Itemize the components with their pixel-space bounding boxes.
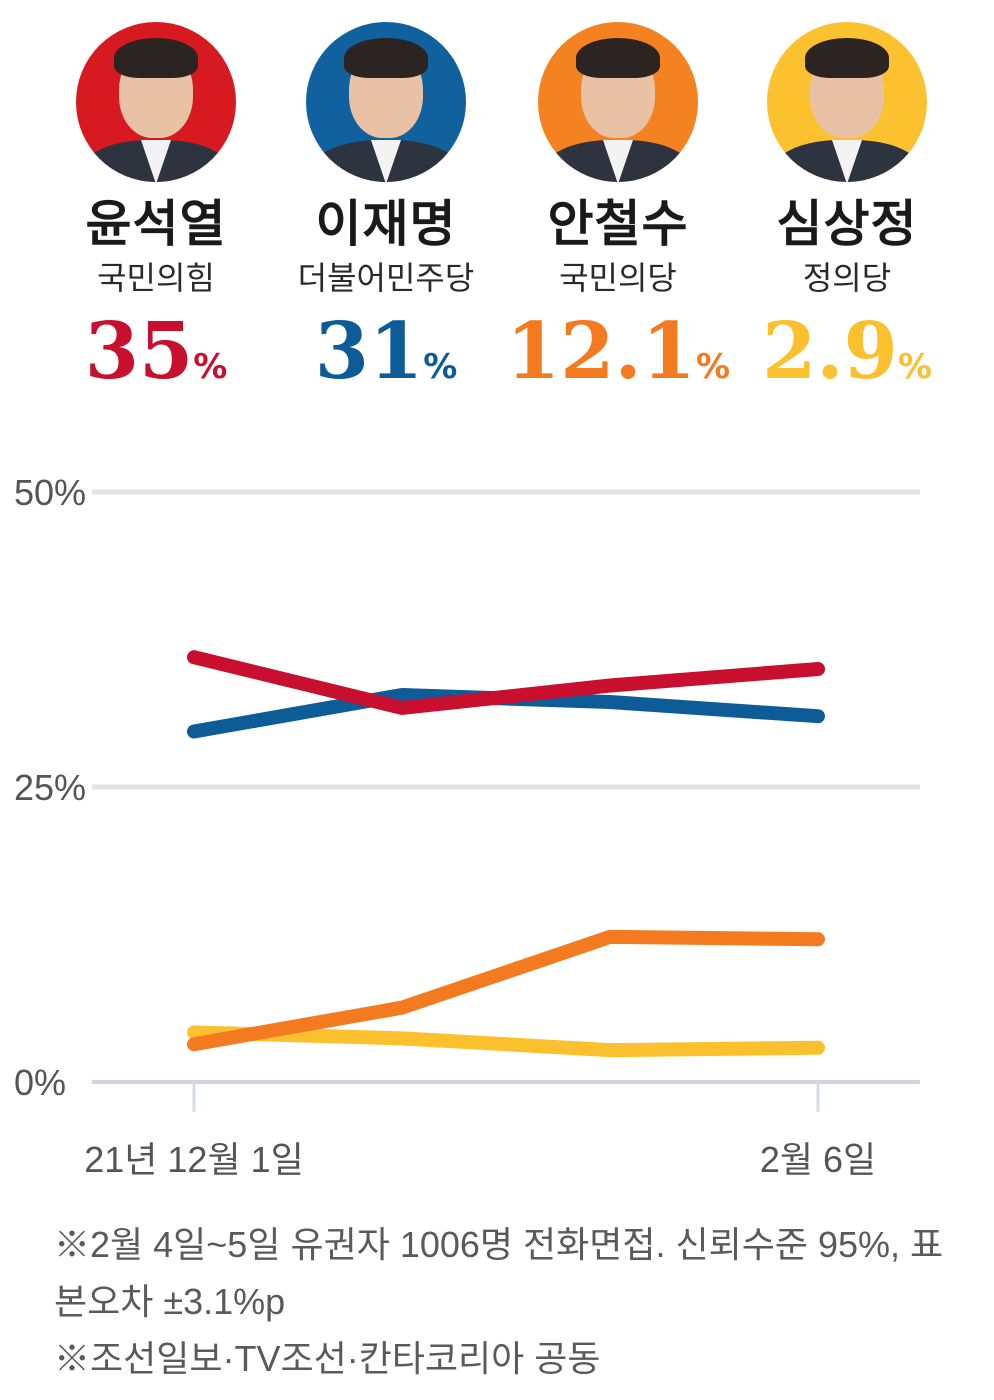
y-tick-label: 25% [14, 767, 86, 808]
candidate-party: 국민의당 [559, 259, 677, 297]
candidate-percentage: 2.9% [732, 312, 962, 413]
candidate-2: 이재명 더불어민주당 31% [271, 22, 501, 413]
candidate-percentage: 31% [271, 312, 501, 413]
candidate-percentage: 12.1% [503, 312, 733, 413]
line-chart: 0% 25% 50% 21년 12월 1일 2월 6일 [14, 472, 920, 1180]
series-line [187, 929, 825, 1052]
percentage-unit: % [423, 347, 458, 387]
percentage-value: 35 [84, 306, 194, 397]
x-tick-label: 21년 12월 1일 [84, 1139, 303, 1180]
candidate-panel: 윤석열 국민의힘 35% 이재명 더불어민주당 31% 안철수 국민의당 12.… [0, 0, 994, 420]
candidate-name: 이재명 [315, 195, 457, 253]
portrait-photo-icon [767, 22, 927, 182]
candidate-party: 정의당 [802, 259, 892, 297]
series-line [187, 650, 825, 715]
percentage-value: 31 [314, 306, 424, 397]
portrait-photo-icon [76, 22, 236, 182]
portrait-photo-icon [538, 22, 698, 182]
percentage-unit: % [897, 347, 932, 387]
percentage-unit: % [193, 347, 228, 387]
note-line: ※2월 4일~5일 유권자 1006명 전화면접. 신뢰수준 95%, 표본오차… [54, 1224, 944, 1322]
percentage-value: 2.9 [762, 306, 898, 397]
candidate-percentage: 35% [41, 312, 271, 413]
candidate-name: 심상정 [776, 195, 918, 253]
candidate-3: 안철수 국민의당 12.1% [503, 22, 733, 413]
candidate-party: 더불어민주당 [297, 259, 475, 297]
series-line [187, 1025, 825, 1058]
y-tick-label: 50% [14, 472, 86, 513]
candidate-4: 심상정 정의당 2.9% [732, 22, 962, 413]
percentage-unit: % [695, 347, 731, 387]
y-tick-label: 0% [14, 1062, 66, 1103]
x-tick-label: 2월 6일 [760, 1139, 876, 1180]
survey-notes: ※2월 4일~5일 유권자 1006명 전화면접. 신뢰수준 95%, 표본오차… [54, 1216, 954, 1387]
note-line: ※조선일보·TV조선·칸타코리아 공동 [54, 1338, 601, 1379]
candidate-1: 윤석열 국민의힘 35% [41, 22, 271, 413]
candidate-name: 안철수 [547, 195, 689, 253]
candidate-party: 국민의힘 [97, 259, 215, 297]
candidate-name: 윤석열 [85, 195, 227, 253]
portrait-photo-icon [306, 22, 466, 182]
percentage-value: 12.1 [505, 306, 696, 397]
